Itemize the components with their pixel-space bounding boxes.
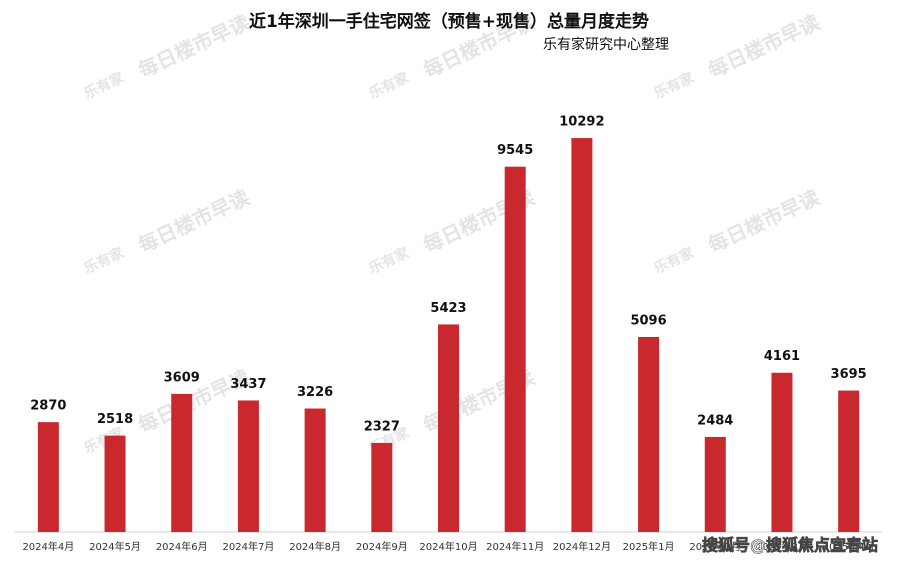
bar <box>771 372 793 532</box>
watermark-logo: 乐有家 <box>366 244 412 278</box>
value-label: 3609 <box>164 370 200 385</box>
bar <box>104 435 126 532</box>
value-label: 5096 <box>630 313 666 328</box>
watermark: 每日楼市早读 <box>134 10 253 82</box>
watermark-logo: 乐有家 <box>651 69 697 103</box>
chart-title: 近1年深圳一手住宅网签（预售+现售）总量月度走势 <box>249 11 649 32</box>
chart-subtitle: 乐有家研究中心整理 <box>543 36 669 53</box>
bar <box>704 436 726 532</box>
x-tick-label: 2024年7月 <box>223 540 275 553</box>
watermark: 每日楼市早读 <box>134 185 253 257</box>
x-tick-label: 2024年9月 <box>356 540 408 553</box>
bar <box>838 390 860 532</box>
x-tick-label: 2024年4月 <box>22 540 74 553</box>
x-tick-label: 2025年2月 <box>689 540 741 553</box>
bar <box>638 336 660 532</box>
watermark-logo: 乐有家 <box>366 69 412 103</box>
bar <box>171 393 193 532</box>
value-label: 4161 <box>764 349 800 364</box>
watermark-logo: 乐有家 <box>81 244 127 278</box>
watermark: 每日楼市早读 <box>704 185 823 257</box>
bar <box>304 408 326 532</box>
value-label: 3226 <box>297 385 333 400</box>
x-tick-label: 2025年4月 <box>823 540 875 553</box>
bar <box>571 138 593 532</box>
x-tick-label: 2024年5月 <box>89 540 141 553</box>
x-tick-label: 2025年1月 <box>623 540 675 553</box>
value-label: 5423 <box>430 301 466 316</box>
bar <box>237 400 259 532</box>
value-label: 2518 <box>97 412 133 427</box>
value-label: 2327 <box>364 419 400 434</box>
value-label: 10292 <box>559 115 604 130</box>
source-mark: 搜狐号@搜狐焦点宜春站 <box>702 536 878 555</box>
watermark-logo: 乐有家 <box>651 244 697 278</box>
bar <box>438 324 459 532</box>
x-tick-label: 2024年10月 <box>419 540 477 553</box>
bar <box>371 442 393 532</box>
bar <box>504 166 526 532</box>
value-label: 2870 <box>30 399 66 414</box>
value-label: 3437 <box>230 377 266 392</box>
watermark: 每日楼市早读 <box>704 10 823 82</box>
bar <box>37 422 59 532</box>
x-tick-label: 2024年8月 <box>289 540 341 553</box>
x-tick-label: 2024年11月 <box>486 540 544 553</box>
watermark-logo: 乐有家 <box>81 69 127 103</box>
x-tick-label: 2024年6月 <box>156 540 208 553</box>
x-tick-label: 2024年12月 <box>553 540 611 553</box>
value-label: 9545 <box>497 143 533 158</box>
value-label: 2484 <box>697 413 733 428</box>
x-tick-label: 2025年3月 <box>756 540 808 553</box>
value-label: 3695 <box>831 367 867 382</box>
